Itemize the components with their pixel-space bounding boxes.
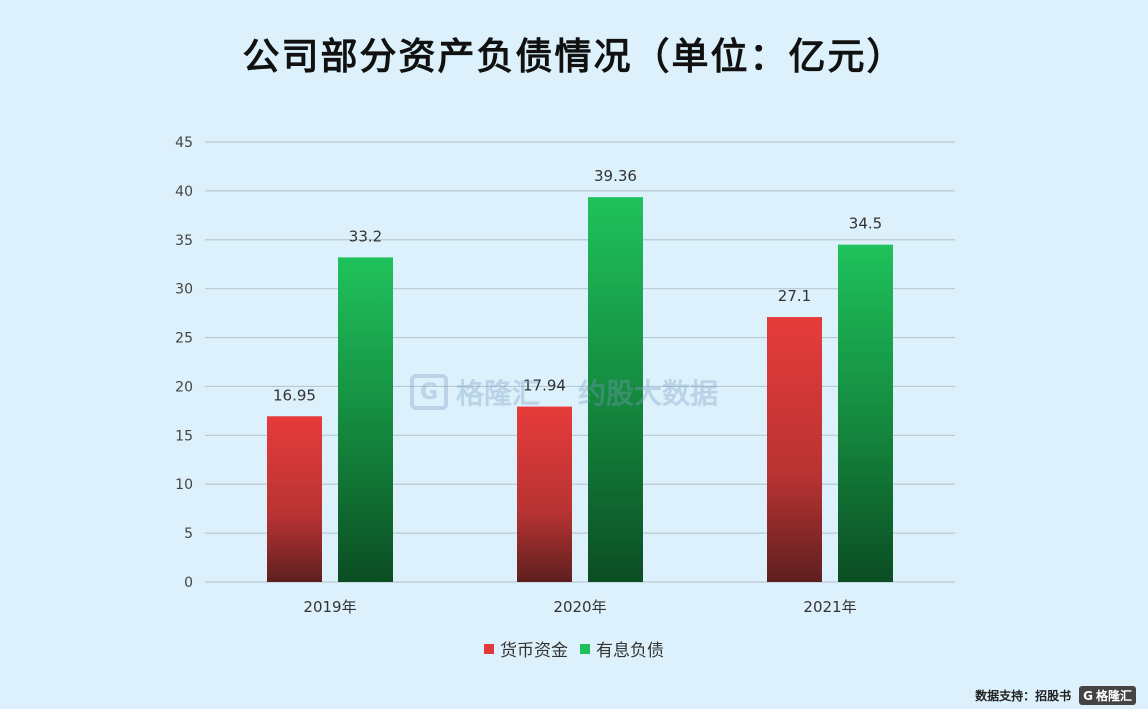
data-label: 39.36	[594, 167, 637, 185]
watermark: G 格隆汇 约股大数据	[410, 372, 718, 412]
y-tick-label: 30	[175, 282, 193, 298]
data-label: 16.95	[273, 386, 316, 404]
gridlines	[205, 141, 955, 583]
data-label: 17.94	[523, 377, 566, 395]
watermark-brand: 格隆汇	[456, 377, 541, 410]
bar-cash-2	[517, 406, 572, 582]
y-tick-label: 45	[175, 135, 193, 151]
legend-label: 有息负债	[596, 641, 664, 661]
x-tick-label: 2021年	[803, 598, 856, 616]
x-tick-label: 2020年	[553, 598, 606, 616]
bar-debt-1	[338, 257, 393, 582]
source-note: 数据支持：招股书	[975, 689, 1072, 703]
bars	[267, 197, 893, 582]
footer-logo-icon: G	[1083, 688, 1093, 703]
y-tick-label: 25	[175, 331, 193, 347]
x-axis-ticks: 2019年 2020年 2021年	[303, 598, 856, 616]
y-tick-label: 40	[175, 184, 193, 200]
footer-logo: G 格隆汇	[1079, 686, 1136, 705]
bar-debt-2	[588, 197, 643, 582]
bar-cash-1	[267, 416, 322, 582]
data-label: 34.5	[849, 215, 882, 233]
data-label: 27.1	[778, 287, 811, 305]
legend-swatch-green	[580, 643, 590, 654]
y-tick-label: 20	[175, 379, 193, 395]
y-tick-label: 0	[184, 575, 193, 591]
y-tick-label: 5	[184, 526, 193, 542]
watermark-brand-secondary: 约股大数据	[578, 377, 719, 410]
legend: 货币资金 有息负债	[0, 636, 1148, 661]
legend-label: 货币资金	[500, 641, 568, 661]
legend-item-series-2: 有息负债	[580, 636, 664, 661]
legend-swatch-red	[484, 643, 494, 654]
watermark-logo-icon: G	[410, 374, 448, 410]
footer: 数据支持：招股书 G 格隆汇	[975, 686, 1136, 705]
y-axis-ticks: 0 5 10 15 20 25 30 35 40 45	[175, 135, 193, 591]
data-label: 33.2	[349, 227, 382, 245]
legend-item-series-1: 货币资金	[484, 636, 568, 661]
x-tick-label: 2019年	[303, 598, 356, 616]
y-tick-label: 10	[175, 477, 193, 493]
bar-debt-3	[838, 244, 893, 582]
bar-cash-3	[767, 317, 822, 582]
chart-title: 公司部分资产负债情况（单位：亿元）	[242, 35, 906, 78]
y-tick-label: 15	[175, 428, 193, 444]
y-tick-label: 35	[175, 233, 193, 249]
footer-logo-text: 格隆汇	[1095, 689, 1132, 703]
data-labels: 16.95 33.2 17.94 39.36 27.1 34.5	[273, 167, 882, 404]
